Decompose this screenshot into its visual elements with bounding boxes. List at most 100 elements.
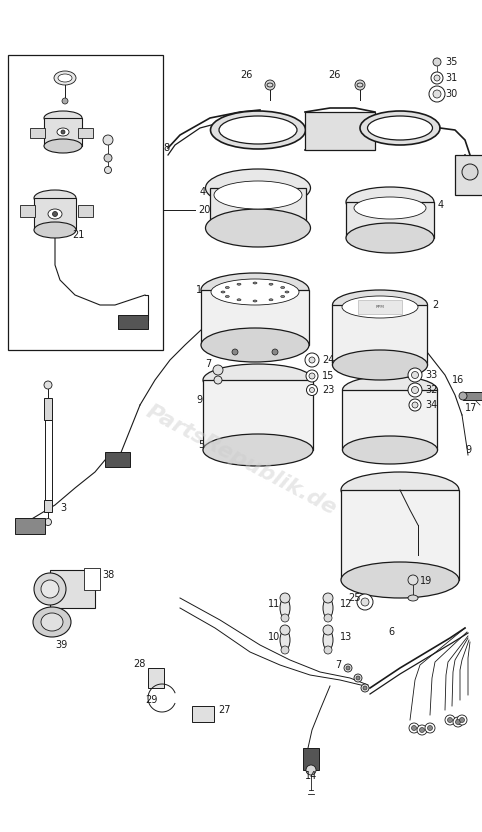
Bar — [358, 300, 402, 314]
Ellipse shape — [253, 300, 257, 302]
Text: 6: 6 — [388, 627, 394, 637]
Ellipse shape — [269, 283, 273, 285]
Ellipse shape — [219, 116, 297, 144]
Circle shape — [447, 717, 453, 722]
Bar — [84, 568, 100, 590]
Bar — [78, 128, 93, 138]
Circle shape — [412, 402, 418, 408]
Circle shape — [433, 58, 441, 66]
Text: 19: 19 — [420, 576, 432, 586]
Bar — [20, 205, 35, 217]
Circle shape — [408, 575, 418, 585]
Text: 39: 39 — [55, 640, 67, 650]
Circle shape — [44, 381, 52, 389]
Circle shape — [445, 715, 455, 725]
Ellipse shape — [281, 286, 285, 289]
Circle shape — [272, 349, 278, 355]
Ellipse shape — [57, 128, 69, 136]
Ellipse shape — [342, 296, 418, 318]
Bar — [305, 112, 375, 150]
Bar — [201, 290, 309, 345]
Ellipse shape — [203, 434, 313, 466]
Circle shape — [409, 399, 421, 411]
Circle shape — [354, 674, 362, 682]
Circle shape — [433, 90, 441, 98]
Ellipse shape — [41, 580, 59, 598]
Text: 20: 20 — [198, 205, 210, 215]
Circle shape — [429, 86, 445, 102]
Ellipse shape — [341, 562, 459, 598]
Circle shape — [323, 593, 333, 603]
Circle shape — [44, 518, 52, 526]
Ellipse shape — [237, 299, 241, 301]
Circle shape — [408, 383, 422, 397]
Ellipse shape — [360, 111, 440, 145]
Circle shape — [232, 349, 238, 355]
Bar — [341, 490, 459, 580]
Ellipse shape — [205, 209, 310, 247]
Ellipse shape — [323, 598, 333, 618]
Circle shape — [431, 72, 443, 84]
Ellipse shape — [280, 630, 290, 650]
Circle shape — [280, 593, 290, 603]
Text: 7: 7 — [205, 359, 211, 369]
Circle shape — [307, 384, 318, 395]
Ellipse shape — [225, 295, 229, 298]
Circle shape — [309, 388, 314, 393]
Text: 28: 28 — [133, 659, 146, 669]
Ellipse shape — [346, 187, 434, 217]
Circle shape — [281, 646, 289, 654]
Text: 32: 32 — [425, 385, 437, 395]
Bar — [455, 155, 482, 195]
Ellipse shape — [237, 283, 241, 285]
Text: 9: 9 — [196, 395, 202, 405]
Circle shape — [453, 717, 463, 727]
Text: 24: 24 — [322, 355, 335, 365]
Ellipse shape — [211, 279, 299, 305]
Text: 11: 11 — [268, 599, 280, 609]
Text: 14: 14 — [305, 771, 317, 781]
Circle shape — [346, 666, 350, 670]
Circle shape — [104, 154, 112, 162]
Circle shape — [357, 594, 373, 610]
Circle shape — [214, 376, 222, 384]
Bar — [203, 380, 313, 450]
Text: 2: 2 — [432, 300, 438, 310]
Text: 7: 7 — [335, 660, 341, 670]
Text: 35: 35 — [445, 57, 457, 67]
Circle shape — [344, 664, 352, 672]
Circle shape — [409, 723, 419, 733]
Ellipse shape — [280, 598, 290, 618]
Ellipse shape — [357, 83, 363, 87]
Ellipse shape — [34, 222, 76, 238]
Ellipse shape — [459, 392, 467, 400]
Bar — [15, 518, 45, 534]
Circle shape — [412, 387, 418, 394]
Bar — [50, 570, 95, 608]
Text: 26: 26 — [328, 70, 340, 80]
Ellipse shape — [341, 472, 459, 508]
Circle shape — [419, 727, 425, 732]
Circle shape — [213, 365, 223, 375]
Bar — [8, 55, 163, 350]
Ellipse shape — [408, 595, 418, 601]
Circle shape — [306, 765, 316, 775]
Text: 8: 8 — [163, 143, 169, 153]
Circle shape — [455, 720, 460, 725]
Ellipse shape — [253, 282, 257, 284]
Ellipse shape — [214, 181, 302, 209]
Ellipse shape — [225, 286, 229, 289]
Bar — [332, 305, 427, 365]
Text: 25: 25 — [348, 593, 361, 603]
Ellipse shape — [203, 364, 313, 396]
Circle shape — [417, 725, 427, 735]
Bar — [118, 315, 148, 329]
Circle shape — [428, 726, 432, 730]
Circle shape — [425, 723, 435, 733]
Circle shape — [281, 614, 289, 622]
Text: 15: 15 — [322, 371, 335, 381]
Circle shape — [265, 80, 275, 90]
Text: 21: 21 — [72, 230, 84, 240]
Ellipse shape — [285, 291, 289, 293]
Ellipse shape — [34, 190, 76, 206]
